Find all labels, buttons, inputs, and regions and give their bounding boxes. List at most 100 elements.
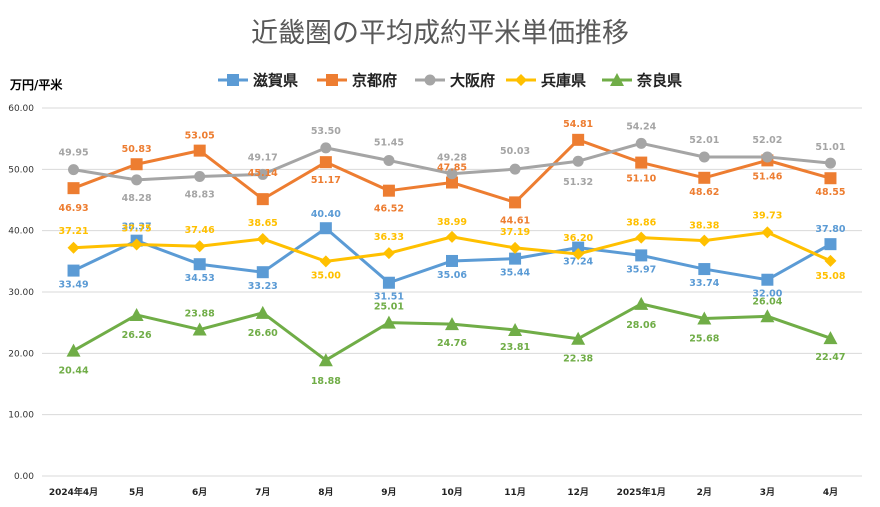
legend-label: 滋賀県 [253, 72, 298, 90]
data-label: 26.26 [122, 330, 152, 341]
data-label: 49.17 [248, 152, 278, 163]
data-point-marker [698, 151, 710, 163]
y-tick-label: 0.00 [14, 472, 34, 482]
data-point-marker [318, 353, 333, 367]
data-label: 38.38 [689, 221, 719, 232]
x-tick-label: 5月 [129, 487, 144, 498]
data-point-marker [67, 264, 80, 277]
data-label: 53.05 [185, 131, 215, 142]
data-point-marker [382, 184, 395, 197]
x-tick-label: 3月 [760, 487, 775, 498]
legend: 滋賀県 京都府 大阪府 兵庫県 奈良県 [218, 72, 682, 90]
data-point-marker [508, 322, 523, 336]
data-point-marker [320, 142, 332, 154]
legend-marker [424, 74, 436, 86]
data-label: 45.14 [248, 168, 278, 179]
data-label: 35.44 [500, 268, 530, 279]
x-tick-label: 8月 [318, 487, 333, 498]
data-label: 35.97 [626, 264, 656, 275]
data-point-marker [67, 241, 80, 254]
legend-label: 大阪府 [450, 72, 495, 90]
x-tick-label: 11月 [504, 487, 526, 498]
data-label: 18.88 [311, 376, 341, 387]
data-point-marker [824, 172, 837, 185]
data-label: 52.02 [752, 135, 782, 146]
x-tick-label: 2025年1月 [617, 486, 666, 498]
data-label: 54.24 [626, 121, 656, 132]
data-point-marker [634, 296, 649, 310]
data-point-marker [571, 331, 586, 345]
data-label: 23.81 [500, 342, 530, 353]
data-label: 32.00 [752, 289, 782, 300]
data-point-marker [761, 151, 773, 163]
data-label: 38.99 [437, 217, 467, 228]
y-tick-label: 20.00 [8, 349, 34, 359]
data-point-marker [824, 238, 837, 251]
data-point-marker [509, 241, 522, 254]
data-label: 31.51 [374, 292, 404, 303]
data-label: 37.21 [59, 226, 89, 237]
legend-item-2: 大阪府 [415, 72, 495, 90]
legend-item-0: 滋賀県 [218, 72, 298, 90]
data-label: 37.19 [500, 227, 530, 238]
data-point-marker [572, 155, 584, 167]
data-label: 38.37 [122, 222, 152, 233]
data-label: 51.46 [752, 171, 782, 182]
data-label: 53.50 [311, 126, 341, 137]
series-1 [67, 133, 837, 209]
data-point-marker [445, 317, 459, 331]
y-axis-unit-label: 万円/平米 [9, 77, 63, 92]
x-tick-label: 2024年4月 [49, 486, 98, 498]
data-label: 37.75 [122, 223, 152, 234]
data-label: 26.60 [248, 328, 278, 339]
y-tick-label: 60.00 [8, 104, 34, 114]
data-point-marker [446, 176, 458, 189]
data-label: 46.52 [374, 204, 404, 215]
x-axis-ticks: 2024年4月 5月 6月 7月 8月 9月 10月 11月 12月 2025年1月 2月 3月 4月 [49, 486, 838, 498]
data-label: 50.83 [122, 144, 152, 155]
x-tick-label: 10月 [441, 487, 463, 498]
x-tick-label: 9月 [381, 487, 396, 498]
data-label: 51.32 [563, 177, 593, 188]
data-point-marker [697, 311, 712, 325]
data-point-marker [698, 263, 711, 276]
data-point-marker [760, 309, 775, 323]
data-point-marker [635, 156, 648, 169]
data-point-marker [382, 247, 395, 260]
data-point-marker [193, 258, 206, 271]
data-point-marker [698, 234, 711, 247]
legend-marker [610, 73, 624, 86]
data-point-marker [129, 307, 144, 321]
data-point-marker [130, 238, 143, 251]
data-label: 25.01 [374, 302, 404, 313]
y-tick-label: 50.00 [8, 165, 34, 175]
legend-label: 兵庫県 [541, 72, 586, 90]
data-label: 48.55 [815, 187, 845, 198]
data-point-marker [193, 240, 206, 253]
legend-item-4: 奈良県 [602, 72, 682, 90]
data-point-marker [446, 254, 458, 267]
data-label: 51.17 [311, 175, 341, 186]
data-point-marker [381, 315, 396, 329]
data-point-marker [698, 171, 711, 184]
data-point-marker [256, 266, 269, 279]
series-4 [66, 296, 838, 367]
data-point-marker [572, 241, 585, 254]
data-point-marker [824, 254, 837, 267]
data-point-marker [319, 156, 332, 169]
data-label: 54.81 [563, 119, 593, 130]
data-label: 26.04 [752, 296, 782, 307]
chart-title: 近畿圏の平均成約平米単価推移 [251, 18, 629, 49]
data-point-marker [761, 226, 774, 239]
data-label: 44.61 [500, 215, 530, 226]
data-point-marker [130, 158, 143, 171]
data-point-marker [67, 182, 80, 195]
data-point-marker [761, 273, 774, 286]
data-label: 40.40 [311, 209, 341, 220]
data-point-marker [509, 196, 522, 209]
data-label: 48.28 [122, 193, 152, 204]
data-label: 51.45 [374, 137, 404, 148]
data-label: 50.03 [500, 146, 530, 157]
x-tick-label: 7月 [255, 487, 270, 498]
